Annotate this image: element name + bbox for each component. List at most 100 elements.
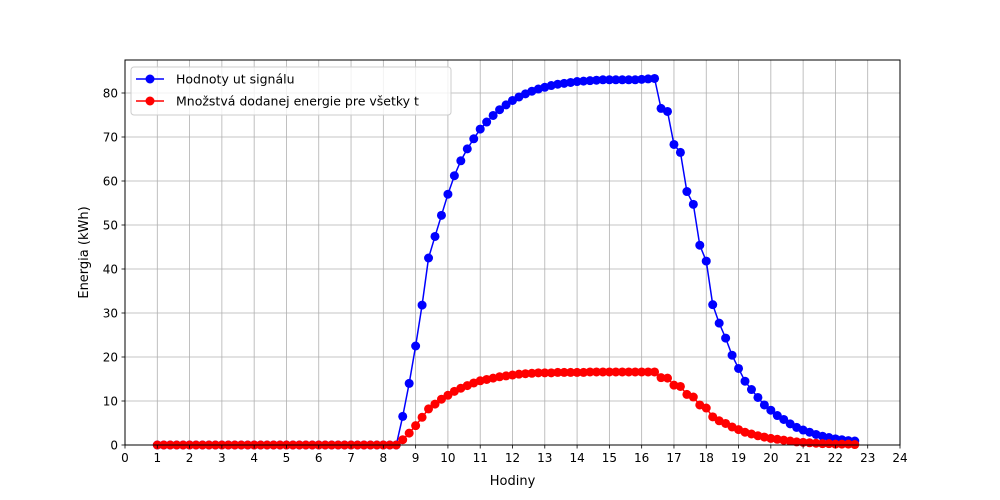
data-point-signal (624, 75, 634, 85)
series-layer (152, 73, 860, 450)
data-point-signal (604, 75, 614, 85)
legend-label-delivered: Množstvá dodanej energie pre všetky t (176, 94, 419, 109)
x-tick-label: 3 (218, 451, 226, 465)
data-point-delivered (436, 394, 446, 404)
legend-label-signal: Hodnoty ut signálu (176, 72, 295, 87)
y-tick-label: 20 (103, 351, 118, 365)
data-point-delivered (424, 404, 434, 414)
data-point-signal (663, 106, 672, 116)
data-point-signal (398, 411, 408, 421)
data-point-delivered (430, 399, 440, 409)
x-tick-label: 5 (283, 451, 291, 465)
data-point-delivered (411, 421, 421, 431)
data-point-delivered (572, 367, 582, 377)
data-point-delivered (701, 403, 711, 413)
legend: Hodnoty ut signálu Množstvá dodanej ener… (130, 66, 452, 116)
data-point-delivered (708, 412, 718, 422)
data-point-signal (579, 76, 589, 86)
data-point-delivered (837, 439, 847, 449)
data-point-delivered (398, 435, 408, 445)
x-tick-label: 12 (505, 451, 520, 465)
data-point-signal (753, 392, 763, 402)
x-tick-label: 24 (892, 451, 907, 465)
legend-box (130, 66, 452, 116)
data-point-delivered (688, 392, 698, 402)
data-point-signal (572, 77, 582, 87)
data-point-signal (488, 110, 498, 120)
data-point-delivered (818, 439, 827, 449)
y-tick-label: 70 (103, 131, 118, 145)
data-point-signal (598, 75, 608, 85)
x-tick-label: 1 (153, 451, 161, 465)
data-point-delivered (611, 367, 621, 377)
data-point-delivered (591, 367, 601, 377)
x-tick-label: 19 (731, 451, 746, 465)
x-tick-label: 18 (699, 451, 714, 465)
data-point-delivered (630, 367, 640, 377)
data-point-signal (779, 414, 789, 424)
data-point-signal (417, 300, 427, 310)
data-point-delivered (643, 367, 653, 377)
ticks: 0 1 2 3 4 5 6 7 8 9 10 11 12 13 14 15 16 17 18 19 20 21 22 23 24… (103, 87, 908, 466)
series-delivered (152, 367, 860, 450)
data-point-signal (637, 74, 647, 84)
data-point-signal (591, 75, 601, 85)
x-tick-label: 0 (121, 451, 129, 465)
data-point-signal (675, 147, 685, 157)
x-tick-label: 21 (795, 451, 810, 465)
data-point-delivered (675, 381, 685, 391)
data-point-signal (469, 134, 479, 144)
y-tick-label: 80 (103, 87, 118, 101)
y-tick-label: 10 (103, 395, 118, 409)
data-point-signal (424, 253, 434, 263)
data-point-signal (695, 240, 705, 250)
data-point-signal (495, 105, 505, 115)
data-point-delivered (417, 412, 427, 422)
data-point-signal (475, 124, 485, 134)
data-point-signal (727, 350, 737, 360)
y-tick-label: 50 (103, 219, 118, 233)
x-tick-label: 11 (473, 451, 488, 465)
x-axis-label: Hodiny (490, 474, 536, 489)
data-point-signal (585, 76, 595, 86)
data-point-signal (411, 341, 421, 351)
legend-marker-signal (145, 74, 155, 84)
data-point-delivered (843, 439, 853, 449)
x-tick-label: 2 (186, 451, 194, 465)
x-tick-label: 23 (860, 451, 875, 465)
data-point-signal (611, 75, 621, 85)
data-point-signal (643, 74, 653, 84)
x-tick-label: 17 (666, 451, 681, 465)
legend-entry-delivered: Množstvá dodanej energie pre všetky t (136, 94, 419, 109)
data-point-delivered (520, 369, 530, 379)
data-point-delivered (546, 368, 556, 378)
data-point-delivered (566, 367, 576, 377)
x-tick-label: 15 (602, 451, 617, 465)
data-point-signal (746, 385, 756, 395)
x-tick-label: 4 (250, 451, 258, 465)
data-point-signal (443, 189, 453, 199)
data-point-signal (462, 144, 472, 154)
data-point-delivered (830, 439, 840, 449)
data-point-signal (482, 117, 492, 127)
y-tick-label: 0 (110, 439, 118, 453)
data-point-signal (766, 405, 776, 415)
x-tick-label: 6 (315, 451, 323, 465)
data-point-delivered (579, 367, 589, 377)
data-point-delivered (604, 367, 614, 377)
data-point-delivered (624, 367, 634, 377)
x-tick-label: 13 (537, 451, 552, 465)
x-tick-label: 10 (440, 451, 455, 465)
data-point-signal (682, 187, 692, 197)
y-tick-label: 30 (103, 307, 118, 321)
x-tick-label: 9 (412, 451, 420, 465)
data-point-signal (449, 171, 459, 181)
data-point-signal (436, 210, 446, 220)
data-point-signal (759, 400, 769, 410)
data-point-signal (404, 378, 414, 388)
x-tick-label: 14 (569, 451, 584, 465)
legend-marker-delivered (145, 96, 155, 106)
data-point-delivered (824, 439, 834, 449)
x-tick-label: 22 (828, 451, 843, 465)
